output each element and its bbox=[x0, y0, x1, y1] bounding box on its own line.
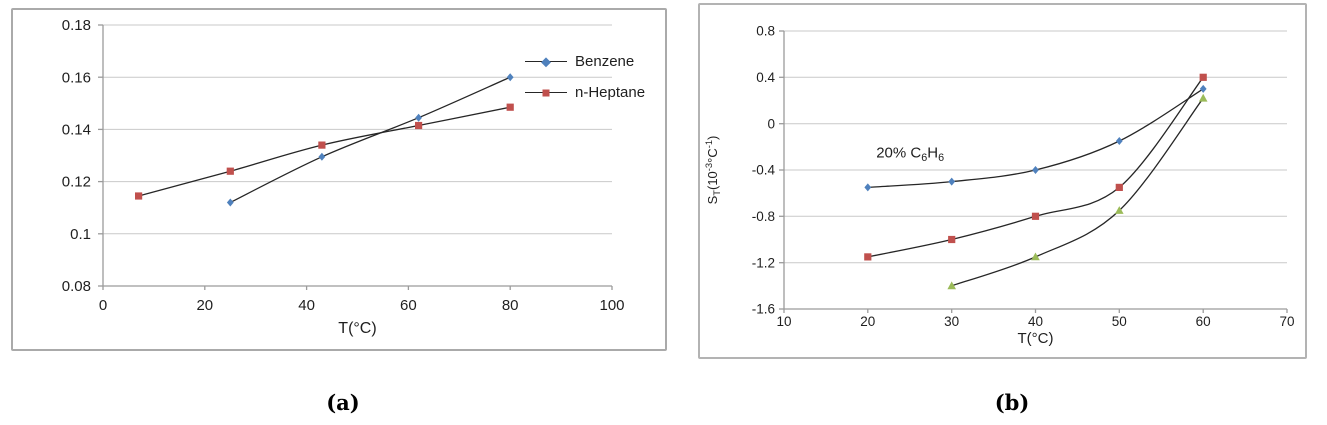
x-tick-label: 20 bbox=[196, 297, 213, 314]
diamond-marker-icon bbox=[506, 73, 514, 82]
x-tick-label: 50 bbox=[1112, 314, 1127, 329]
benzene-legend-sample bbox=[525, 56, 567, 67]
triangle-marker-icon bbox=[1198, 93, 1208, 102]
x-tick-label: 70 bbox=[1279, 314, 1294, 329]
legend-item-n-heptane: n-Heptane bbox=[525, 77, 645, 108]
x-tick-label: 10 bbox=[776, 314, 791, 329]
square-marker-icon bbox=[415, 121, 423, 130]
square-marker-icon bbox=[1199, 73, 1207, 81]
square-marker-icon bbox=[135, 192, 143, 200]
y-tick-label: 0.08 bbox=[62, 278, 91, 295]
triangle-marker-icon bbox=[1115, 206, 1124, 214]
axes bbox=[779, 30, 1288, 313]
axes bbox=[98, 24, 613, 290]
legend-item-benzene: Benzene bbox=[525, 46, 645, 77]
chart-a-legend: Benzene n-Heptane bbox=[525, 46, 645, 108]
series-square-markers bbox=[864, 73, 1207, 261]
benzene-diamond-icon bbox=[541, 56, 551, 67]
panel-b-caption: (b) bbox=[994, 390, 1030, 415]
x-tick-label: 30 bbox=[944, 314, 959, 329]
diamond-marker-icon bbox=[864, 183, 872, 192]
diamond-marker-icon bbox=[415, 113, 422, 122]
square-marker-icon bbox=[1031, 212, 1040, 220]
tick-labels: 0 20 40 60 80 100 0.08 0.1 0.12 0.14 0.16 0.18 bbox=[62, 17, 625, 314]
diamond-marker-icon bbox=[1199, 84, 1207, 93]
triangle-marker-icon bbox=[947, 281, 956, 290]
y-tick-label: 0.14 bbox=[62, 122, 91, 139]
diamond-marker-icon bbox=[1115, 137, 1123, 145]
series-diamond-markers bbox=[864, 84, 1207, 192]
diamond-marker-icon bbox=[1032, 166, 1039, 174]
x-tick-label: 20 bbox=[860, 314, 875, 329]
diamond-marker-icon bbox=[318, 152, 326, 161]
chart-panel-a: 0 20 40 60 80 100 0.08 0.1 0.12 0.14 0.16 0.18 T(°C)… bbox=[11, 8, 667, 351]
gridlines bbox=[784, 30, 1287, 264]
x-tick-label: 40 bbox=[1028, 314, 1043, 329]
y-tick-label: 0.12 bbox=[62, 174, 91, 191]
y-tick-label: -1.2 bbox=[752, 255, 775, 270]
x-axis-title: T(°C) bbox=[338, 320, 376, 337]
triangle-marker-icon bbox=[1031, 252, 1040, 261]
y-tick-label: -0.8 bbox=[752, 209, 775, 224]
tick-labels: 10 20 30 40 50 60 70 -1.6 -1.2 -0.8 -0.4 0 0.4 0.8 bbox=[752, 24, 1295, 329]
panel-a-caption: (a) bbox=[326, 390, 360, 415]
diamond-marker-icon bbox=[226, 198, 234, 207]
y-axis-title: ST(10-3°C-1) bbox=[703, 136, 722, 205]
series-benzene-line bbox=[230, 76, 511, 204]
n-heptane-legend-label: n-Heptane bbox=[575, 84, 646, 101]
n-heptane-square-icon bbox=[542, 89, 550, 96]
y-tick-label: 0.8 bbox=[756, 24, 775, 39]
gridlines bbox=[103, 24, 612, 235]
y-tick-label: 0.16 bbox=[62, 69, 91, 86]
series-n-heptane-markers bbox=[135, 103, 514, 200]
chart-a-svg: 0 20 40 60 80 100 0.08 0.1 0.12 0.14 0.16 0.18 T(°C) bbox=[62, 17, 625, 337]
annotation-20pct-c6h6: 20% C6H6 bbox=[876, 144, 944, 164]
y-tick-label: 0.1 bbox=[70, 226, 91, 243]
square-marker-icon bbox=[1115, 183, 1123, 191]
diamond-marker-icon bbox=[948, 177, 956, 186]
square-marker-icon bbox=[506, 103, 514, 111]
series-n-heptane-line bbox=[138, 106, 511, 197]
series-triangle-markers bbox=[947, 93, 1208, 290]
y-tick-label: -0.4 bbox=[752, 163, 776, 178]
chart-b-svg: 10 20 30 40 50 60 70 -1.6 -1.2 -0.8 -0.4 0 0.4 0.8 T(°… bbox=[703, 24, 1295, 347]
n-heptane-legend-sample bbox=[525, 88, 567, 98]
x-tick-label: 40 bbox=[298, 297, 315, 314]
x-axis-title: T(°C) bbox=[1018, 330, 1054, 347]
square-marker-icon bbox=[318, 141, 326, 149]
y-tick-label: 0.18 bbox=[62, 17, 91, 34]
series-triangle-line bbox=[951, 97, 1204, 287]
x-tick-label: 80 bbox=[502, 297, 519, 314]
x-tick-label: 60 bbox=[1196, 314, 1211, 329]
square-marker-icon bbox=[226, 167, 234, 175]
x-tick-label: 60 bbox=[400, 297, 417, 314]
square-marker-icon bbox=[948, 235, 956, 244]
square-marker-icon bbox=[864, 253, 872, 261]
x-tick-label: 0 bbox=[99, 297, 107, 314]
benzene-legend-label: Benzene bbox=[575, 53, 635, 70]
series-benzene-markers bbox=[226, 73, 514, 207]
y-tick-label: -1.6 bbox=[752, 302, 775, 317]
x-tick-label: 100 bbox=[599, 297, 624, 314]
y-tick-label: 0.4 bbox=[756, 70, 775, 85]
y-tick-label: 0 bbox=[767, 116, 775, 131]
chart-panel-b: 10 20 30 40 50 60 70 -1.6 -1.2 -0.8 -0.4 0 0.4 0.8 T(°… bbox=[698, 3, 1307, 359]
